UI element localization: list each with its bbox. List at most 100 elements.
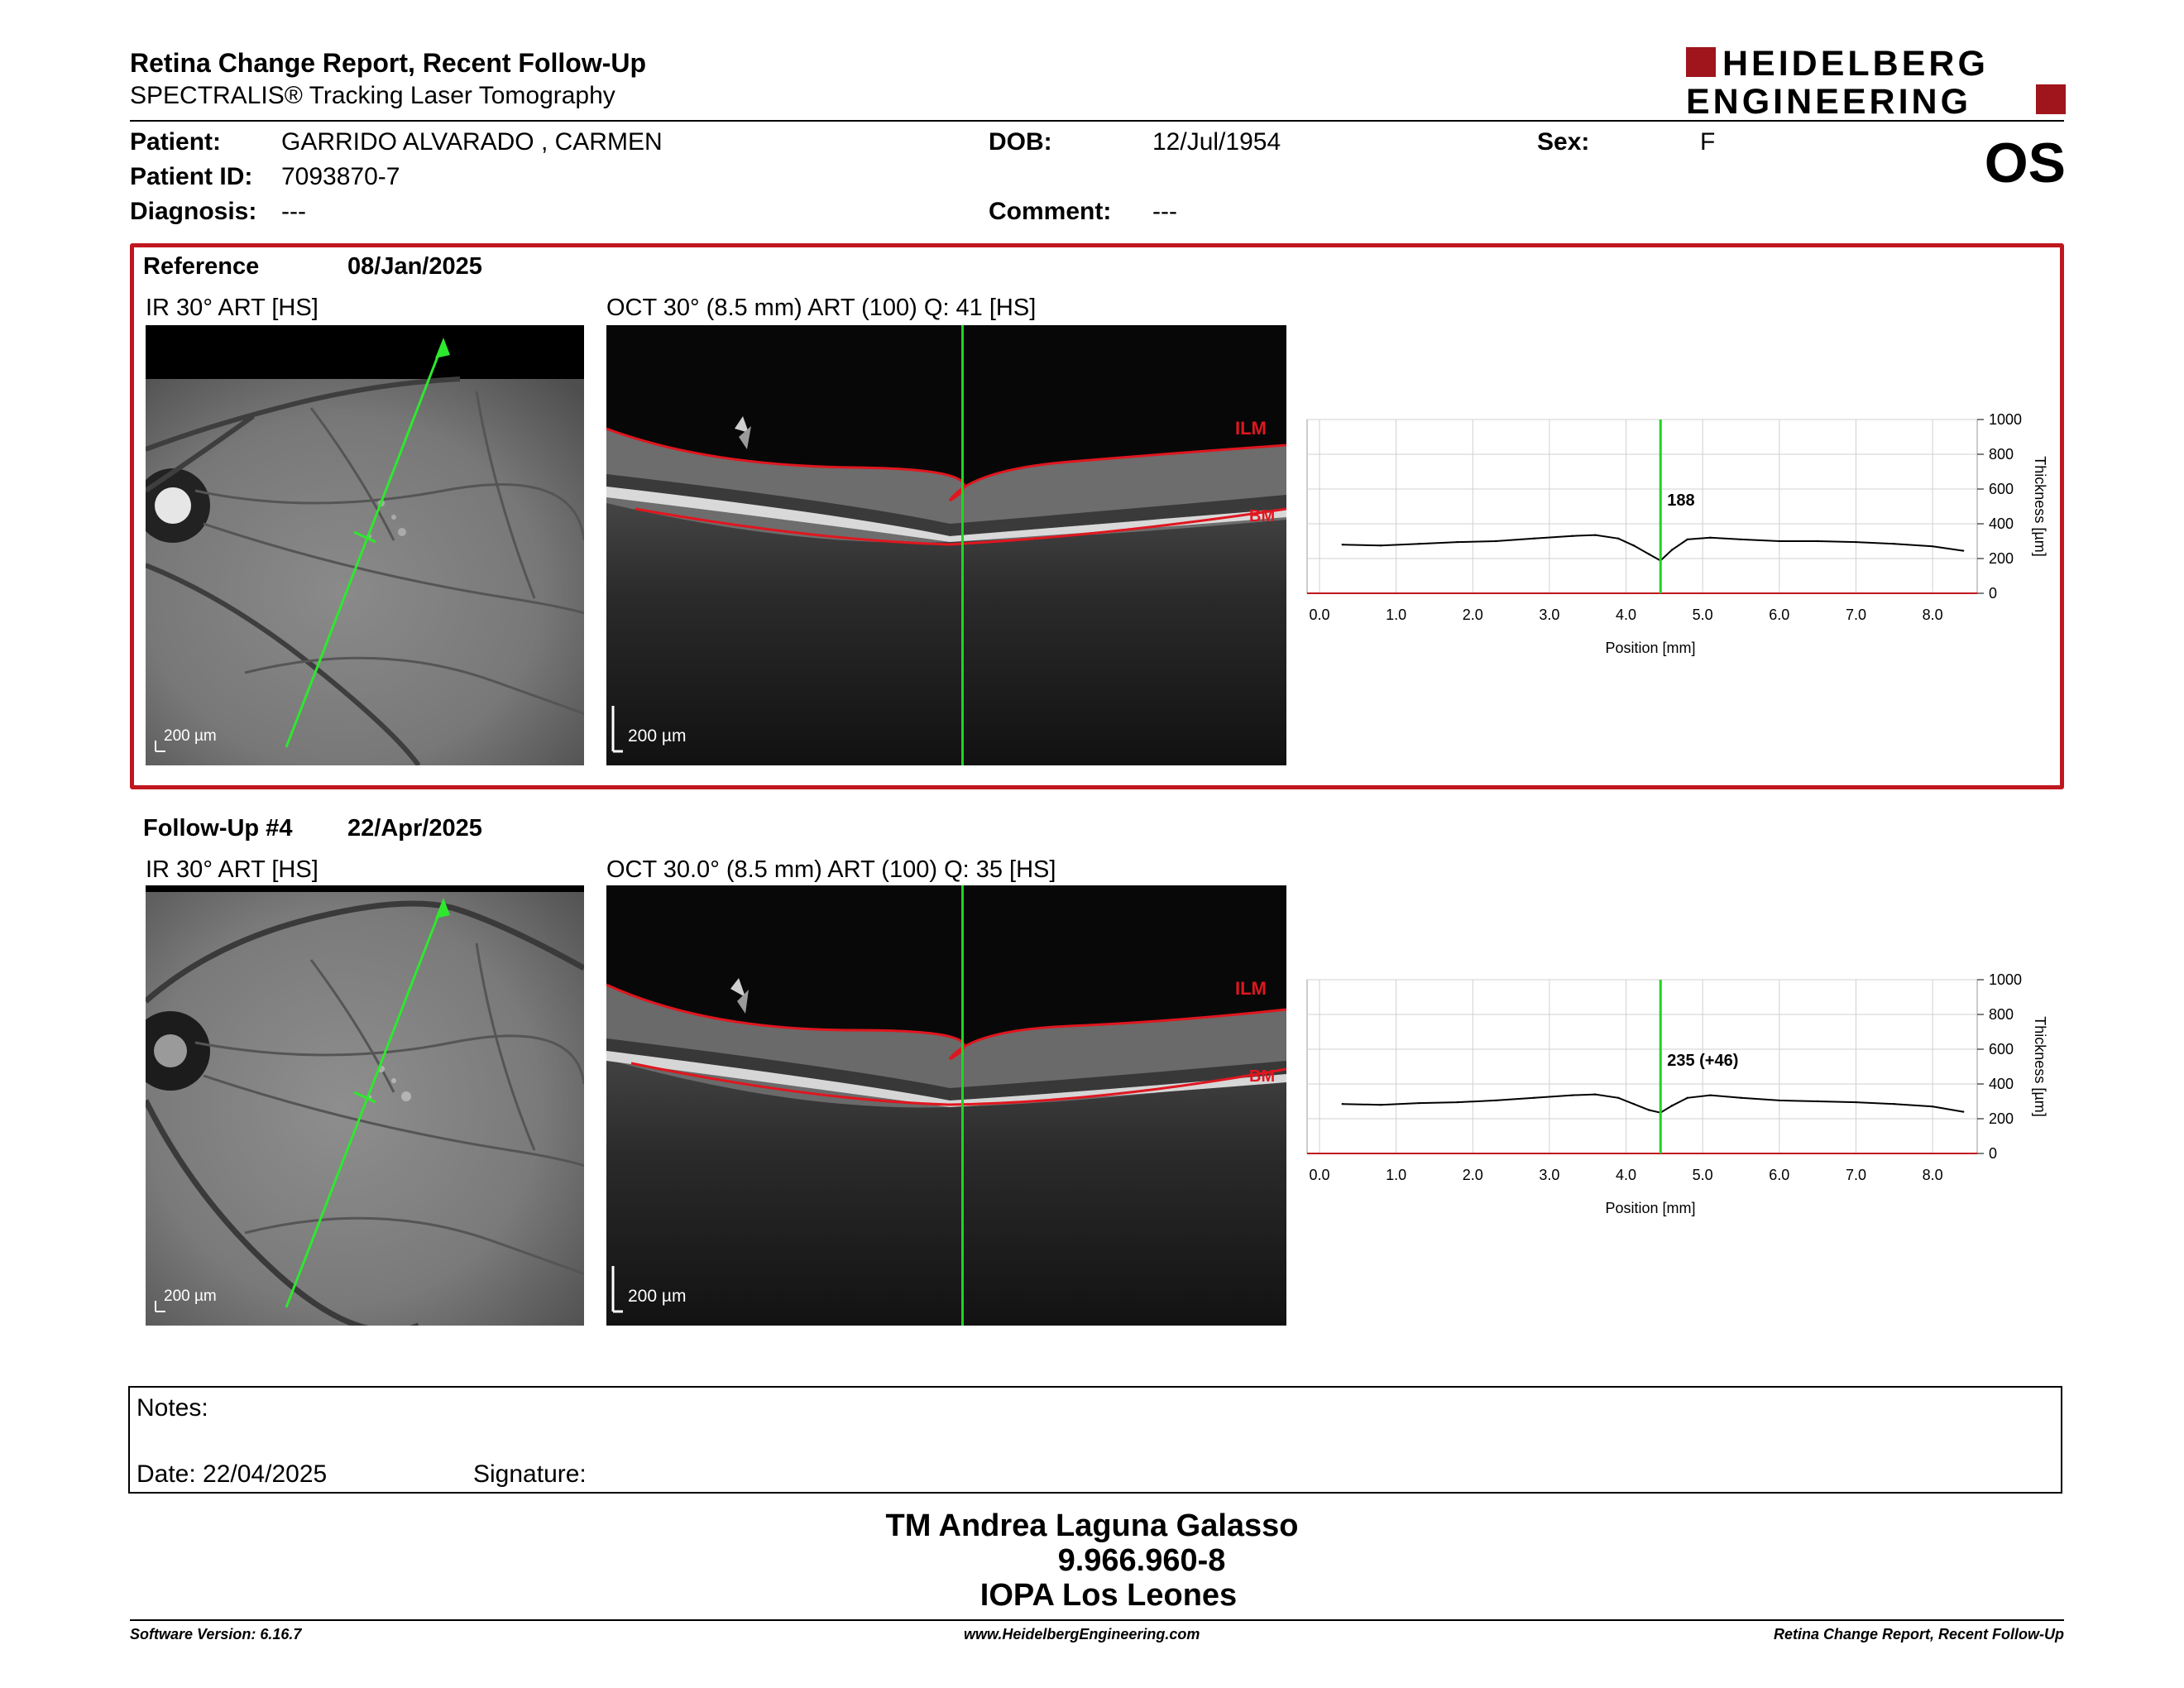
chart-y-tick-label: 0 <box>1989 1145 1997 1162</box>
logo-square-bottom <box>2036 84 2066 114</box>
signer-institution: IOPA Los Leones <box>979 1578 1238 1613</box>
reference-oct-cursor <box>961 325 964 765</box>
reference-thickness-chart: 0.0 1.0 2.0 3.0 4.0 5.0 6.0 7.0 8.0 0 200 400 600 800… <box>1306 411 2048 656</box>
chart-y-tick-label: 1000 <box>1989 971 2022 988</box>
followup-thickness-chart: 0.0 1.0 2.0 3.0 4.0 5.0 6.0 7.0 8.0 0 200 400 600 800… <box>1306 971 2048 1216</box>
patient-id: 7093870-7 <box>281 163 400 190</box>
footer-rule <box>130 1619 2064 1621</box>
scan-arrow-head <box>435 338 450 358</box>
chart-y-tick-label: 1000 <box>1989 411 2022 428</box>
chart-data-point <box>1533 1096 1535 1099</box>
bm-boundary <box>635 507 1286 546</box>
chart-x-tick-label: 2.0 <box>1463 1167 1483 1183</box>
chart-data-point <box>1686 1096 1688 1099</box>
website: www.HeidelbergEngineering.com <box>964 1626 1200 1642</box>
chart-x-tick-label: 5.0 <box>1693 607 1713 623</box>
chart-data-point <box>1617 1096 1620 1099</box>
followup-oct-scalebar-label: 200 µm <box>628 1287 687 1306</box>
chart-y-tick-label: 200 <box>1989 1110 2014 1127</box>
chart-data-point <box>1709 536 1712 539</box>
chart-cursor-value-label: 235 (+46) <box>1667 1052 1738 1070</box>
chart-data-point <box>1571 535 1573 537</box>
chart-data-point <box>1778 1099 1781 1102</box>
chart-data-point <box>1379 544 1382 547</box>
followup-ir-title: IR 30° ART [HS] <box>146 856 318 883</box>
reference-ilm-label: ILM <box>1235 418 1267 439</box>
chart-x-tick-label: 1.0 <box>1386 607 1406 623</box>
bm-boundary <box>630 1062 1286 1106</box>
patient-id-label: Patient ID: <box>130 163 253 190</box>
reference-ir-title: IR 30° ART [HS] <box>146 295 318 321</box>
chart-data-point <box>1931 545 1934 548</box>
comment-value: --- <box>1152 198 1177 225</box>
chart-x-tick-label: 8.0 <box>1923 1167 1943 1183</box>
chart-x-tick-label: 4.0 <box>1616 1167 1636 1183</box>
chart-data-point <box>1686 538 1688 541</box>
logo-line2: ENGINEERING <box>1686 82 1971 117</box>
chart-data-point <box>1740 538 1742 541</box>
notes-box: Notes: Date: 22/04/2025 Signature: <box>128 1386 2062 1494</box>
report-subtitle: SPECTRALIS® Tracking Laser Tomography <box>130 82 615 109</box>
chart-data-point <box>1931 1105 1934 1108</box>
followup-oct-cursor <box>961 885 964 1326</box>
chart-cursor-value-label: 188 <box>1667 492 1694 510</box>
chart-data-point <box>1816 1100 1819 1103</box>
chart-data-point <box>1893 542 1895 545</box>
ilm-boundary <box>606 983 1286 1061</box>
notes-label: Notes: <box>136 1394 208 1422</box>
chart-data-point <box>1670 1105 1674 1107</box>
chart-data-point <box>1961 1110 1965 1113</box>
patient-name: GARRIDO ALVARADO , CARMEN <box>281 128 663 156</box>
chart-data-point <box>1494 1099 1497 1102</box>
chart-data-point <box>1379 1104 1382 1106</box>
chart-x-tick-label: 6.0 <box>1769 1167 1789 1183</box>
eye-indicator: OS <box>1984 132 2066 194</box>
chart-x-tick-label: 0.0 <box>1309 607 1329 623</box>
scan-arrow-head <box>435 898 450 918</box>
scan-line-arrow <box>285 901 445 1308</box>
chart-data-point <box>1648 553 1650 555</box>
chart-y-tick-label: 200 <box>1989 550 2014 567</box>
chart-data-point <box>1632 544 1636 547</box>
diagnosis-value: --- <box>281 198 306 225</box>
chart-y-tick-label: 400 <box>1989 516 2014 532</box>
heidelberg-logo: HEIDELBERG ENGINEERING <box>1686 46 2066 117</box>
dob-label: DOB: <box>989 128 1052 156</box>
followup-bm-label: BM <box>1249 1067 1276 1086</box>
patient-label: Patient: <box>130 128 222 156</box>
footer-report-name: Retina Change Report, Recent Follow-Up <box>1773 1626 2064 1642</box>
chart-y-tick-label: 600 <box>1989 1041 2014 1057</box>
chart-x-axis-label: Position [mm] <box>1605 1200 1695 1216</box>
chart-data-point <box>1594 1093 1597 1096</box>
signature-label: Signature: <box>473 1460 587 1488</box>
reference-bm-label: BM <box>1249 507 1276 525</box>
sex-label: Sex: <box>1537 128 1590 156</box>
comment-label: Comment: <box>989 198 1112 225</box>
chart-data-point <box>1418 542 1420 545</box>
ilm-boundary <box>606 427 1286 502</box>
scan-center-mark <box>353 530 376 544</box>
signer-name: TM Andrea Laguna Galasso <box>885 1508 1299 1543</box>
chart-plot-area <box>1306 979 1978 1154</box>
chart-data-point <box>1816 539 1819 543</box>
chart-data-point <box>1648 1109 1650 1111</box>
logo-square-top <box>1686 47 1716 77</box>
chart-x-tick-label: 2.0 <box>1463 607 1483 623</box>
sex-value: F <box>1700 128 1716 156</box>
chart-x-tick-label: 8.0 <box>1923 607 1943 623</box>
scan-center-mark <box>353 1091 376 1104</box>
reference-date: 08/Jan/2025 <box>347 253 482 280</box>
chart-data-point <box>1594 534 1597 536</box>
chart-y-tick-label: 0 <box>1989 585 1997 602</box>
chart-data-point <box>1670 549 1674 551</box>
chart-data-point <box>1533 537 1535 540</box>
chart-series-line <box>1342 1093 1964 1114</box>
chart-data-point <box>1341 1102 1343 1105</box>
followup-oct-image: ILM BM 200 µm <box>606 885 1286 1326</box>
reference-ir-image: 200 µm <box>146 325 584 765</box>
chart-x-tick-label: 5.0 <box>1693 1167 1713 1183</box>
chart-plot-area <box>1306 419 1978 594</box>
reference-oct-title: OCT 30° (8.5 mm) ART (100) Q: 41 [HS] <box>606 295 1037 321</box>
signer-id: 9.966.960-8 <box>1057 1543 1226 1578</box>
followup-ir-scalebar-label: 200 µm <box>164 1288 217 1305</box>
